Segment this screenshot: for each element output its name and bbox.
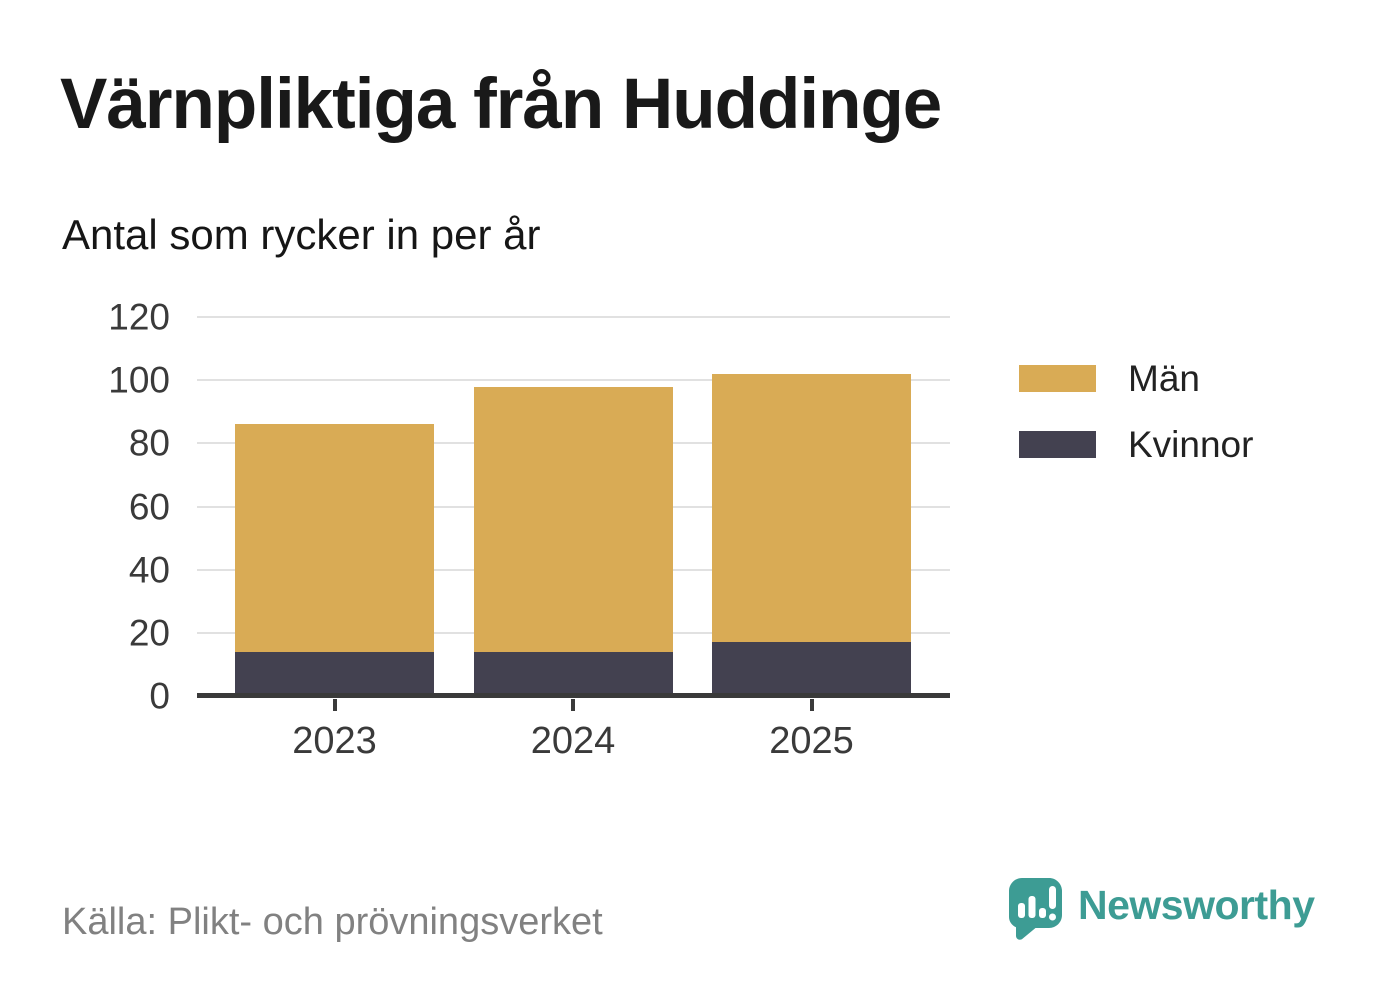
bar-segment-män-2025: [712, 373, 911, 643]
bar-2023: [235, 317, 434, 696]
plot-area: [197, 316, 950, 711]
legend-label-män: Män: [1128, 358, 1200, 399]
x-axis-tick-2024: [571, 699, 575, 711]
x-axis-labels: 2023 2024 2025: [197, 720, 950, 773]
bar-segment-kvinnor-2024: [473, 651, 673, 696]
page-title: Värnpliktiga från Huddinge: [60, 65, 942, 144]
x-tick-label-2024: 2024: [530, 720, 616, 762]
legend-item-män: Män: [1019, 360, 1253, 397]
y-tick-label-0: 0: [149, 675, 170, 717]
bar-segment-kvinnor-2023: [235, 651, 434, 696]
x-tick-label-2023: 2023: [292, 720, 377, 762]
y-tick-label-120: 120: [108, 296, 170, 338]
gridline-120: [197, 316, 950, 318]
y-tick-label-40: 40: [128, 549, 170, 591]
bar-2024: [473, 317, 673, 696]
x-tick-label-2025: 2025: [769, 720, 854, 762]
y-tick-label-100: 100: [108, 359, 170, 401]
chart-subtitle: Antal som rycker in per år: [62, 211, 541, 258]
newsworthy-logo-icon: [1009, 878, 1062, 940]
brand-wordmark: Newsworthy: [1078, 882, 1315, 928]
legend-label-kvinnor: Kvinnor: [1128, 424, 1254, 465]
x-axis-line: [197, 693, 950, 698]
y-tick-label-20: 20: [128, 612, 170, 654]
y-tick-label-60: 60: [128, 486, 170, 527]
bar-segment-kvinnor-2025: [712, 642, 911, 696]
gridline-100: [197, 379, 950, 382]
legend: Män Kvinnor: [1019, 360, 1253, 463]
y-axis: 0 20 40 60 80 100 120: [60, 299, 170, 715]
legend-swatch-män: [1019, 365, 1096, 392]
legend-item-kvinnor: Kvinnor: [1019, 426, 1253, 463]
legend-swatch-kvinnor: [1019, 431, 1096, 458]
bar-segment-män-2024: [473, 386, 673, 652]
bar-2025: [712, 317, 911, 696]
y-tick-label-80: 80: [128, 422, 170, 464]
source-note: Källa: Plikt- och prövningsverket: [62, 901, 603, 943]
x-axis-tick-2023: [332, 699, 337, 711]
bar-segment-män-2023: [235, 424, 434, 652]
x-axis-tick-2025: [809, 699, 814, 711]
